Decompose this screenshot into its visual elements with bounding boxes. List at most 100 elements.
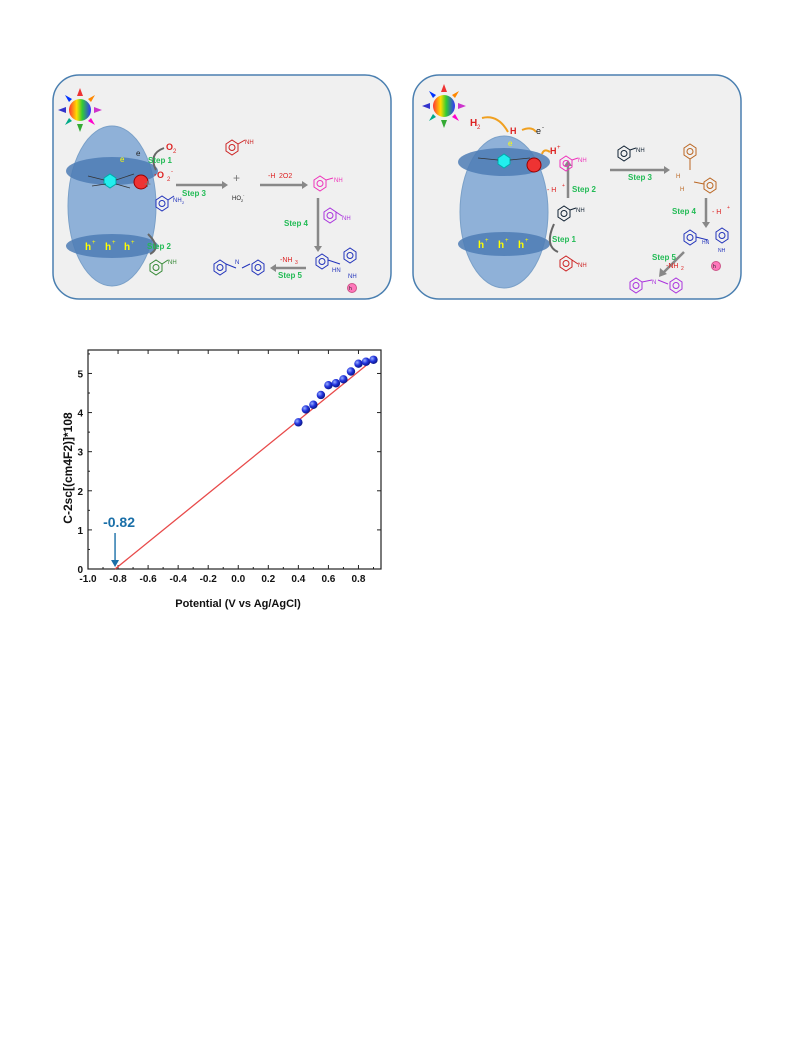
svg-text:+: +: [562, 183, 565, 189]
step5-label: Step 5: [278, 271, 303, 280]
step2-label-right: Step 2: [572, 185, 597, 194]
h2-label: H: [470, 118, 477, 129]
svg-text:h: h: [713, 264, 716, 270]
step5-label-right: Step 5: [652, 253, 677, 262]
product-imine-icon: [213, 259, 265, 276]
sun-icon-right: [422, 84, 466, 128]
svg-text:-: -: [243, 192, 245, 197]
valence-band-right: [458, 232, 550, 256]
svg-text:-: -: [171, 169, 173, 175]
svg-text:2: 2: [477, 125, 481, 131]
svg-text:2O2: 2O2: [279, 173, 292, 180]
data-point: [331, 379, 341, 388]
x-axis-label: Potential (V vs Ag/AgCl): [175, 598, 301, 610]
hole-label-1: h: [85, 242, 91, 253]
nh2-label-4: NH: [348, 274, 357, 280]
x-tick-label: 0.2: [261, 574, 275, 585]
data-point: [294, 418, 303, 427]
sun-icon: [58, 88, 102, 132]
nh2-label-5: NH: [168, 260, 177, 266]
plot-frame: [87, 349, 382, 570]
mott-schottky-chart: -1.0 -0.8 -0.6 -0.4 -0.2 0.0 0.2 0.4 0.6 0.8 0 1 2 3 4…: [58, 336, 388, 619]
x-tick-label: -0.4: [170, 574, 188, 585]
data-point: [339, 375, 348, 384]
proton-arrow: [541, 149, 551, 155]
y-axis-label: C-2sc[(cm4F2)]*108: [61, 412, 75, 524]
electron-label-1: e: [120, 155, 125, 164]
nh2-label-2: NH: [245, 140, 254, 146]
x-tick-label: -0.2: [200, 574, 218, 585]
h2o2-loss-label: -H: [268, 173, 275, 180]
scheme-right: e h + h + h + H 2 H e - H + Step 1 NH: [412, 74, 742, 300]
chart-svg: -1.0 -0.8 -0.6 -0.4 -0.2 0.0 0.2 0.4 0.6 0.8 0 1 2 3 4…: [61, 349, 382, 610]
plus-sign-2: +: [233, 171, 240, 185]
superoxide-label: ·O: [154, 170, 164, 180]
electron-label-2: e: [136, 149, 141, 158]
step1-arrow: [152, 147, 165, 171]
benzylamine-cation-icon-right2: [617, 145, 637, 162]
nh2-label-r1: NH: [578, 263, 587, 269]
y-tick-label: 5: [77, 369, 83, 380]
hn-label: HN: [332, 268, 341, 274]
proton-label: H: [550, 146, 557, 156]
benzylamine-icon-purple: [323, 207, 343, 224]
valence-band: [66, 234, 158, 258]
step4-label-right: Step 4: [672, 207, 697, 216]
diamine-adduct-icon: [683, 143, 717, 194]
data-point: [354, 359, 363, 368]
electron-label-r2: e: [536, 126, 541, 136]
step1-label-right: Step 1: [552, 235, 577, 244]
fit-line: [114, 356, 377, 570]
scheme-left: e e h + h + h + O 2 Step 1 ·O 2 - + NH 2…: [52, 74, 392, 300]
x-tick-label: -0.8: [109, 574, 127, 585]
nh2-label-r4: NH: [636, 148, 645, 154]
nh3-loss-label: -NH: [280, 257, 292, 264]
hole-label-3: h: [124, 242, 130, 253]
svg-text:+: +: [525, 238, 529, 244]
o2-label: O: [166, 142, 173, 152]
svg-text:-: -: [542, 125, 544, 131]
benzylamine-cation-icon: [155, 195, 175, 212]
plus-sign-1: +: [144, 177, 151, 191]
step1-arrow-right: [548, 223, 559, 253]
nh3-loss-label-right: -NH: [666, 263, 678, 270]
h2n-label-2: H: [680, 187, 684, 193]
hole-label-r2: h: [498, 240, 504, 251]
x-tick-label: 0.0: [231, 574, 245, 585]
svg-text:+: +: [112, 240, 116, 246]
iminium-icon: [225, 139, 246, 156]
adduct-icon-right: [683, 227, 729, 246]
hn-label-right: HN: [702, 240, 710, 246]
photocatalyst-particle: [67, 125, 157, 287]
svg-text:+: +: [557, 145, 561, 151]
ho2-label: HO: [232, 196, 241, 202]
nh2-label-1: NH: [173, 198, 182, 204]
x-tick-label: 0.6: [321, 574, 335, 585]
electron-arrow: [521, 127, 537, 133]
h2n-label-1: H: [676, 174, 680, 180]
adduct-icon: [315, 247, 357, 270]
minus-proton-label-2: - H: [712, 209, 721, 216]
metal-center-icon: [133, 174, 149, 190]
step4-label: Step 4: [284, 219, 309, 228]
nh2-label-r5: NH: [718, 248, 726, 254]
svg-text:+: +: [505, 238, 509, 244]
step3-label-right: Step 3: [628, 173, 653, 182]
nh-label: NH: [334, 178, 343, 184]
hole-label-r1: h: [478, 240, 484, 251]
hole-bubble-icon: [347, 283, 357, 293]
svg-text:N: N: [652, 280, 656, 286]
benzyl-radical-icon: [559, 155, 579, 172]
linker-molecule-icon-right: [477, 153, 531, 169]
annotation-arrowhead: [111, 560, 120, 567]
nh2-label-r2: NH: [576, 208, 585, 214]
step5-arrow-right: [663, 251, 685, 273]
step2-label: Step 2: [147, 242, 172, 251]
plot-area: -1.0 -0.8 -0.6 -0.4 -0.2 0.0 0.2 0.4 0.6 0.8 0 1 2 3 4…: [77, 349, 382, 585]
hole-label-r3: h: [518, 240, 524, 251]
svg-text:N: N: [235, 260, 239, 266]
y-tick-label: 3: [77, 448, 83, 459]
electron-label-r: e: [508, 139, 513, 148]
y-tick-label: 0: [77, 565, 83, 576]
nh2-label-3: NH: [342, 216, 351, 222]
